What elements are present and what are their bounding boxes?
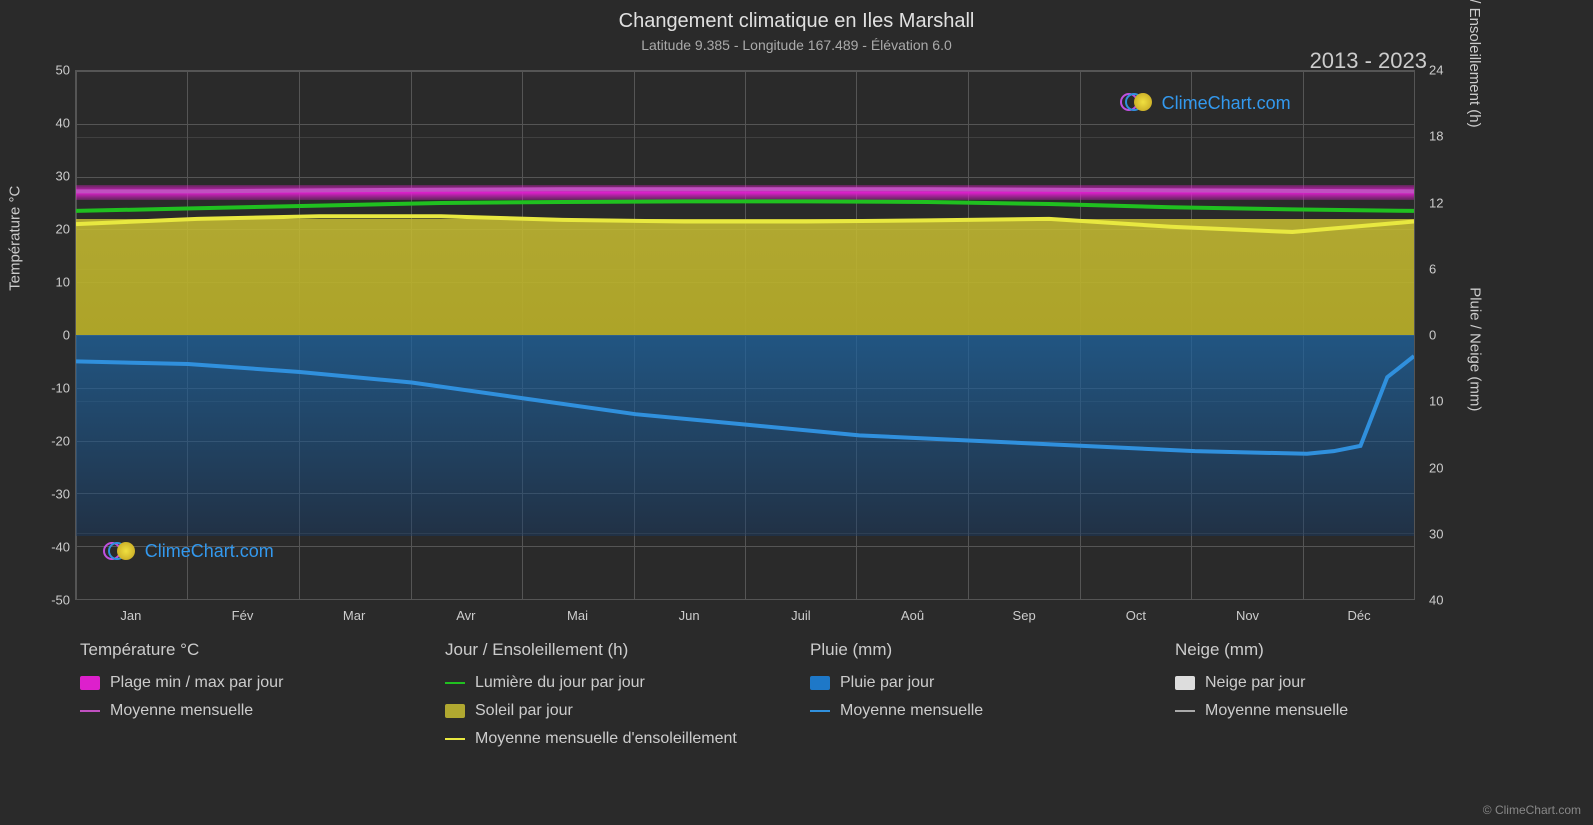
legend-item-label: Soleil par jour: [475, 702, 573, 720]
legend-swatch-icon: [80, 710, 100, 712]
copyright-label: © ClimeChart.com: [1483, 803, 1581, 817]
x-tick: Fév: [232, 608, 254, 623]
y-right-top-tick: 18: [1429, 129, 1443, 144]
brand-logo-icon: [1120, 92, 1156, 114]
y-axis-left-label: Température °C: [7, 186, 24, 291]
x-tick: Mai: [567, 608, 588, 623]
legend-item: Moyenne mensuelle: [80, 702, 405, 720]
y-left-tick: -20: [40, 434, 70, 449]
brand-name: ClimeChart.com: [1162, 93, 1291, 114]
legend-swatch-icon: [1175, 676, 1195, 690]
brand-logo-icon: [103, 541, 139, 563]
legend-column: Pluie (mm) Pluie par jour Moyenne mensuell…: [810, 640, 1135, 758]
legend-header: Pluie (mm): [810, 640, 1135, 660]
x-tick: Nov: [1236, 608, 1259, 623]
legend-swatch-icon: [1175, 710, 1195, 712]
legend-item-label: Moyenne mensuelle: [110, 702, 253, 720]
legend-item-label: Moyenne mensuelle: [840, 702, 983, 720]
x-tick: Déc: [1348, 608, 1371, 623]
y-left-tick: -40: [40, 540, 70, 555]
legend-swatch-icon: [810, 710, 830, 712]
y-right-top-tick: 12: [1429, 195, 1443, 210]
legend-swatch-icon: [80, 676, 100, 690]
plot-area: ClimeChart.com ClimeChart.com: [75, 70, 1415, 600]
y-right-top-tick: 6: [1429, 261, 1436, 276]
sunshine-area: [76, 219, 1414, 335]
legend-column: Température °C Plage min / max par jour Mo…: [80, 640, 405, 758]
legend-item-label: Plage min / max par jour: [110, 674, 283, 692]
legend-column: Neige (mm) Neige par jour Moyenne mensuell…: [1175, 640, 1500, 758]
y-right-bottom-tick: 30: [1429, 526, 1443, 541]
y-left-tick: 40: [40, 116, 70, 131]
legend-header: Neige (mm): [1175, 640, 1500, 660]
temperature-range-band: [76, 185, 1414, 201]
legend-item-label: Pluie par jour: [840, 674, 934, 692]
brand-watermark: ClimeChart.com: [1120, 92, 1291, 114]
y-right-bottom-tick: 20: [1429, 460, 1443, 475]
legend-item: Moyenne mensuelle d'ensoleillement: [445, 730, 770, 748]
legend-swatch-icon: [445, 738, 465, 740]
legend-item: Moyenne mensuelle: [1175, 702, 1500, 720]
chart-title: Changement climatique en Iles Marshall: [0, 0, 1593, 33]
y-left-tick: -30: [40, 487, 70, 502]
legend-item-label: Neige par jour: [1205, 674, 1306, 692]
rain-area: [76, 335, 1414, 536]
y-left-tick: 0: [40, 328, 70, 343]
y-left-tick: 50: [40, 63, 70, 78]
legend-item: Soleil par jour: [445, 702, 770, 720]
y-right-top-tick: 24: [1429, 63, 1443, 78]
brand-watermark: ClimeChart.com: [103, 541, 274, 563]
legend-item-label: Moyenne mensuelle d'ensoleillement: [475, 730, 737, 748]
legend-item: Neige par jour: [1175, 674, 1500, 692]
x-tick: Oct: [1126, 608, 1146, 623]
legend-swatch-icon: [445, 682, 465, 684]
y-left-tick: -50: [40, 593, 70, 608]
x-tick: Sep: [1013, 608, 1036, 623]
legend-item: Pluie par jour: [810, 674, 1135, 692]
y-right-bottom-tick: 10: [1429, 394, 1443, 409]
legend-header: Température °C: [80, 640, 405, 660]
x-tick: Juil: [791, 608, 811, 623]
y-left-tick: 20: [40, 222, 70, 237]
x-tick: Jan: [120, 608, 141, 623]
legend-header: Jour / Ensoleillement (h): [445, 640, 770, 660]
y-axis-right-bottom-label: Pluie / Neige (mm): [1467, 287, 1484, 411]
x-tick: Jun: [679, 608, 700, 623]
legend-item: Lumière du jour par jour: [445, 674, 770, 692]
y-left-tick: 10: [40, 275, 70, 290]
x-tick: Mar: [343, 608, 365, 623]
y-axis-right-top-label: Jour / Ensoleillement (h): [1467, 0, 1484, 128]
legend-swatch-icon: [445, 704, 465, 718]
legend-item-label: Moyenne mensuelle: [1205, 702, 1348, 720]
y-axis-left: 50403020100-10-20-30-40-50: [40, 70, 70, 600]
y-left-tick: 30: [40, 169, 70, 184]
y-right-top-tick: 0: [1429, 328, 1436, 343]
legend: Température °C Plage min / max par jour Mo…: [80, 640, 1500, 758]
y-right-bottom-tick: 40: [1429, 593, 1443, 608]
legend-item: Moyenne mensuelle: [810, 702, 1135, 720]
legend-item-label: Lumière du jour par jour: [475, 674, 645, 692]
brand-name: ClimeChart.com: [145, 541, 274, 562]
legend-swatch-icon: [810, 676, 830, 690]
y-left-tick: -10: [40, 381, 70, 396]
legend-item: Plage min / max par jour: [80, 674, 405, 692]
y-axis-right: 2418126010203040: [1429, 70, 1457, 600]
legend-column: Jour / Ensoleillement (h) Lumière du jour…: [445, 640, 770, 758]
x-tick: Aoû: [901, 608, 924, 623]
x-tick: Avr: [456, 608, 475, 623]
climate-chart: Changement climatique en Iles Marshall L…: [0, 0, 1593, 825]
